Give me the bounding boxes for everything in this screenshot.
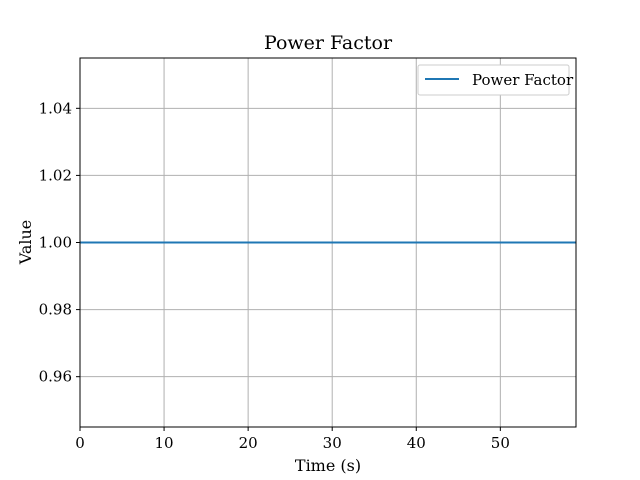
y-tick-label: 1.00 (39, 234, 72, 252)
y-tick-label: 0.96 (39, 368, 72, 386)
x-tick-label: 40 (407, 434, 426, 452)
y-tick-label: 1.02 (39, 166, 72, 184)
y-tick-label: 1.04 (39, 99, 72, 117)
legend-entry-power-factor: Power Factor (472, 71, 574, 89)
y-axis-ticks: 0.96 0.98 1.00 1.02 1.04 (39, 99, 80, 386)
x-tick-label: 50 (491, 434, 510, 452)
x-tick-label: 0 (75, 434, 85, 452)
y-tick-label: 0.98 (39, 301, 72, 319)
y-axis-label: Value (16, 220, 35, 266)
x-axis-ticks: 0 10 20 30 40 50 (75, 427, 510, 452)
x-tick-label: 10 (155, 434, 174, 452)
x-tick-label: 20 (239, 434, 258, 452)
chart-title: Power Factor (264, 32, 393, 54)
x-axis-label: Time (s) (295, 456, 361, 475)
legend-box (417, 64, 570, 96)
x-tick-label: 30 (323, 434, 342, 452)
legend: Power Factor (417, 64, 574, 96)
